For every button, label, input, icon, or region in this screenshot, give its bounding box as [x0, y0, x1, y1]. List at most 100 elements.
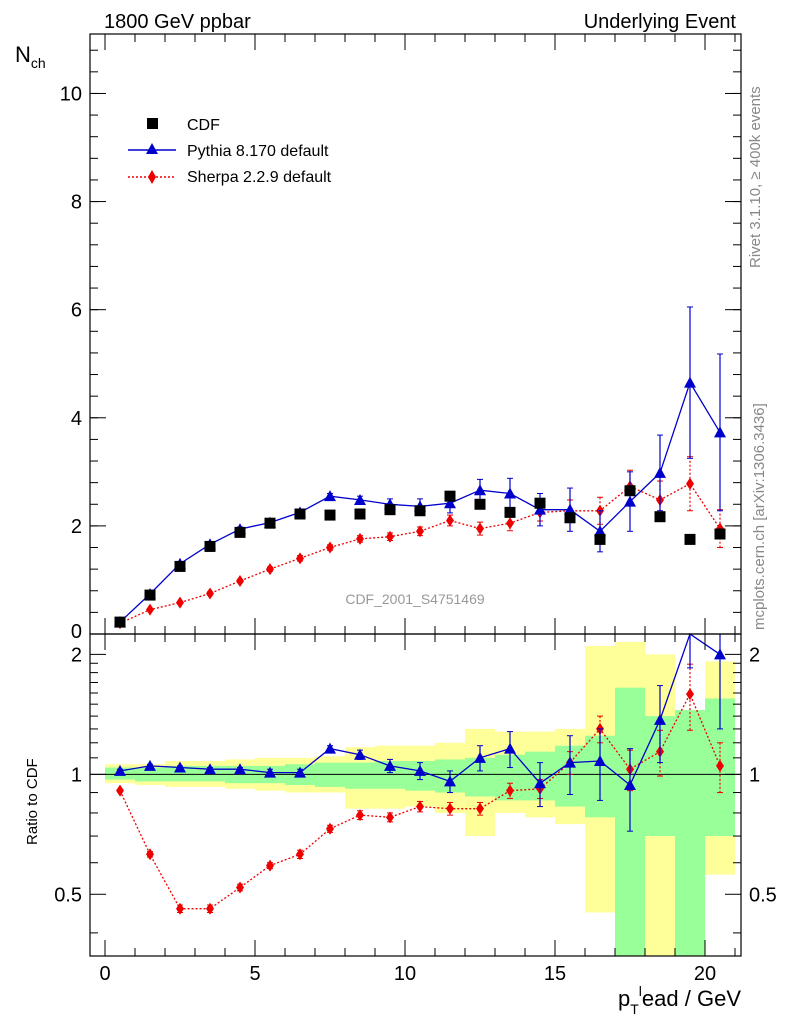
data-point	[266, 563, 274, 576]
data-point	[416, 525, 424, 538]
main-y-label-sub: ch	[31, 55, 46, 71]
ratio-y-label: Ratio to CDF	[24, 758, 41, 845]
data-point	[116, 784, 124, 797]
main-panel: 2 4 6 8 10 0 CDF_2001_S4751469 Nch CDF Pythia…	[15, 33, 742, 643]
data-point	[236, 881, 244, 894]
data-point	[534, 777, 546, 789]
data-point	[416, 800, 424, 813]
band-inner	[165, 765, 195, 782]
cdf-point	[234, 526, 246, 538]
data-point	[266, 859, 274, 872]
ratio-frame	[89, 633, 742, 957]
cdf-point	[624, 485, 636, 497]
legend-cdf-marker	[147, 118, 158, 129]
legend-pythia-label: Pythia 8.170 default	[187, 143, 329, 160]
x-axis-label-p: p	[618, 986, 630, 1011]
data-point	[504, 487, 516, 499]
band-inner	[675, 710, 705, 956]
ratio-axis-ticks: 0 5 10 15 20 0.5 0.5 1 1 2 2	[54, 634, 777, 985]
cdf-point	[414, 505, 426, 517]
data-point	[624, 779, 636, 791]
cdf-point	[384, 504, 396, 516]
mcplots-label: mcplots.cern.ch [arXiv:1306.3436]	[751, 403, 768, 630]
x-tick-label: 10	[394, 963, 416, 985]
cdf-point	[714, 528, 726, 540]
ratio-panel: 0 5 10 15 20 0.5 0.5 1 1 2 2 Ratio to CDF pTlead /…	[24, 632, 777, 1017]
x-tick-label: 0	[99, 963, 110, 985]
legend-pythia-marker	[146, 143, 158, 154]
data-point	[146, 848, 154, 861]
ratio-y-tick-label-right: 1	[749, 764, 760, 786]
data-point	[654, 466, 666, 478]
data-point	[444, 775, 456, 787]
ratio-plot-layer	[90, 632, 741, 956]
data-point	[506, 517, 514, 530]
band-inner	[345, 762, 375, 789]
watermark-label: CDF_2001_S4751469	[345, 591, 485, 607]
cdf-point	[654, 511, 666, 523]
data-point	[714, 648, 726, 660]
data-point	[356, 532, 364, 545]
data-point	[176, 902, 184, 915]
header-right: Underlying Event	[584, 11, 737, 33]
y-tick-label: 2	[71, 516, 82, 538]
data-point	[716, 759, 724, 772]
data-point	[384, 759, 396, 771]
data-point	[686, 477, 694, 490]
data-point	[294, 766, 306, 778]
cdf-point	[144, 589, 156, 601]
cdf-point	[534, 497, 546, 509]
main-y-label-main: N	[15, 42, 31, 67]
data-point	[234, 763, 246, 775]
series-line	[119, 482, 721, 624]
data-point	[176, 596, 184, 609]
cdf-point	[474, 498, 486, 510]
data-point	[354, 748, 366, 760]
data-point	[474, 484, 486, 496]
data-point	[686, 688, 694, 701]
legend-sherpa-marker	[148, 170, 156, 184]
ratio-y-tick-label: 0.5	[54, 884, 82, 906]
data-point	[206, 587, 214, 600]
cdf-point	[294, 508, 306, 520]
cdf-point	[204, 540, 216, 552]
data-point	[446, 514, 454, 527]
ratio-y-tick-label-right: 0.5	[749, 884, 777, 906]
cdf-point	[564, 512, 576, 524]
legend-cdf-label: CDF	[187, 117, 220, 134]
data-point	[594, 755, 606, 767]
x-axis-label-sub: T	[630, 1001, 639, 1017]
x-tick-label: 20	[694, 963, 716, 985]
y-tick-label: 6	[71, 300, 82, 322]
y-tick-label: 10	[60, 83, 82, 105]
legend-sherpa-label: Sherpa 2.2.9 default	[187, 169, 332, 186]
data-point	[174, 761, 186, 773]
data-point	[476, 802, 484, 815]
data-point	[114, 764, 126, 776]
data-point	[324, 742, 336, 754]
data-point	[386, 811, 394, 824]
data-point	[206, 902, 214, 915]
data-point	[624, 495, 636, 507]
main-y-label: Nch	[15, 42, 46, 71]
data-point	[504, 742, 516, 754]
data-point	[594, 525, 606, 537]
data-point	[144, 759, 156, 771]
x-axis-label: pTlead / GeV	[618, 983, 741, 1017]
data-point	[204, 763, 216, 775]
data-point	[326, 541, 334, 554]
y-tick-label: 0	[71, 621, 82, 643]
y-tick-label: 4	[71, 408, 82, 430]
data-point	[354, 493, 366, 505]
ratio-y-tick-label: 1	[71, 764, 82, 786]
data-point	[474, 751, 486, 763]
data-point	[386, 530, 394, 543]
cdf-point	[114, 616, 126, 628]
x-axis-label-sup: l	[639, 983, 642, 999]
rivet-label: Rivet 3.1.10, ≥ 400k events	[747, 86, 764, 268]
data-point	[534, 503, 546, 515]
data-point	[654, 713, 666, 725]
data-point	[506, 784, 514, 797]
main-plot-layer	[114, 306, 726, 630]
